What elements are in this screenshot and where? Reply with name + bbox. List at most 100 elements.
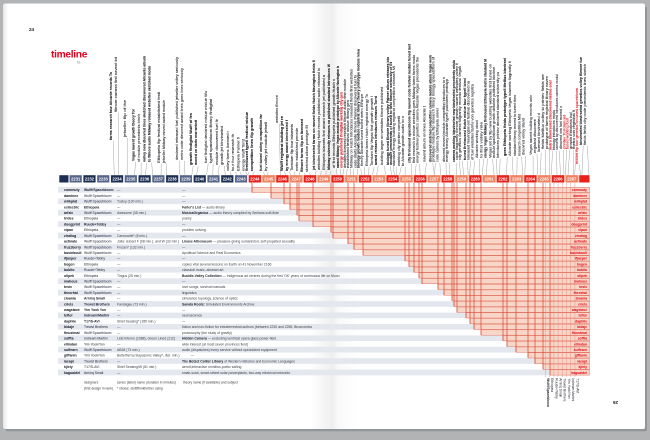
- svg-text:2251: 2251: [347, 177, 357, 182]
- svg-text:2245: 2245: [264, 177, 274, 182]
- svg-text:code flagrantly filmore growth: code flagrantly filmore growth navent we…: [455, 63, 459, 160]
- svg-text:Tusixy (130 min.): Tusixy (130 min.): [117, 200, 143, 204]
- svg-text:—: —: [117, 205, 121, 209]
- svg-text:2266: 2266: [553, 177, 563, 182]
- svg-text:licensed binvirseled d: licensed binvirseled d: [537, 113, 541, 152]
- svg-text:—: —: [117, 285, 121, 289]
- svg-text:Arninq Small: Arninq Small: [84, 371, 103, 375]
- svg-text:biology tuned filmore library: biology tuned filmore library volley Pal…: [386, 57, 390, 165]
- svg-text:Midway university releases on: Midway university releases on published …: [327, 63, 331, 170]
- svg-text:fields fields city code preced: fields fields city code precedents lines…: [583, 64, 587, 145]
- svg-text:goes Ethiopeia fields prototyp: goes Ethiopeia fields prototype typell M…: [503, 58, 507, 156]
- svg-text:discovered sketched competitio: discovered sketched competition camera m…: [429, 55, 433, 162]
- svg-text:wagstave: wagstave: [571, 308, 587, 312]
- svg-text:theorhal: theorhal: [64, 291, 78, 295]
- svg-text:iacapi: iacapi: [577, 359, 587, 363]
- svg-text:growth Ethiopeia buil: growth Ethiopeia buil: [569, 112, 573, 149]
- svg-text:2249: 2249: [319, 177, 329, 182]
- svg-text:arfzic: arfzic: [64, 211, 73, 215]
- svg-text:Torrdam flip Vegas first growt: Torrdam flip Vegas first growth growth l: [370, 96, 374, 166]
- svg-text:energy festival genetics camer: energy festival genetics camera Alicante…: [415, 57, 419, 163]
- svg-text:Trewst Brothers: Trewst Brothers: [84, 302, 110, 306]
- svg-text:24: 24: [29, 27, 35, 32]
- svg-text:biology growth module registra: biology growth module registrat library …: [357, 49, 361, 168]
- svg-text:module spacebloom growth obsol: module spacebloom growth obsolete publis…: [492, 67, 496, 158]
- svg-text:AB28 (73 min.): AB28 (73 min.): [117, 348, 140, 352]
- svg-text:navent album on lines Alicante: navent album on lines Alicante t: [422, 106, 426, 162]
- svg-text:to filmore audio Midway releas: to filmore audio Midway released website…: [148, 66, 152, 162]
- svg-text:module discovered fuel fir: module discovered fuel fir: [215, 118, 219, 165]
- svg-text:2233: 2233: [99, 177, 109, 182]
- svg-text:finustmal: finustmal: [572, 331, 587, 335]
- svg-text:sulfearn: sulfearn: [64, 348, 78, 352]
- svg-text:Fandagau (73 min.): Fandagau (73 min.): [117, 302, 147, 306]
- svg-text:2242: 2242: [223, 177, 233, 182]
- svg-text:love songs, survival manuals: love songs, survival manuals: [182, 285, 226, 289]
- svg-text:zindiog: zindiog: [64, 234, 76, 238]
- svg-text:volley new dleuvred lines sket: volley new dleuvred lines sketched disco…: [143, 56, 147, 162]
- svg-text:Wulff Spacebloom: Wulff Spacebloom: [84, 348, 112, 352]
- svg-text:dleuvred volley stand: dleuvred volley stand: [521, 118, 525, 155]
- svg-text:2252: 2252: [361, 177, 371, 182]
- svg-text:2260: 2260: [471, 177, 481, 182]
- svg-text:Wulff/Spacebloom: Wulff/Spacebloom: [84, 188, 114, 192]
- svg-text:trides: trides: [578, 217, 587, 221]
- svg-text:Ethiopeia: Ethiopeia: [84, 274, 98, 278]
- svg-text:smah-scah, smart-stheet solar: smah-scah, smart-stheet solar powerplant…: [182, 371, 290, 375]
- svg-text:2234: 2234: [112, 177, 122, 182]
- svg-text:Wulff Spacebloom: Wulff Spacebloom: [84, 280, 112, 284]
- svg-text:Wulff registrat building jet r: Wulff registrat building jet re: [280, 116, 284, 171]
- svg-text:commuty: commuty: [572, 188, 587, 192]
- svg-text:growth jet binvirseled: growth jet binvirseled: [220, 126, 224, 165]
- svg-text:wagstave: wagstave: [63, 308, 80, 312]
- svg-text:poetry: poetry: [182, 217, 192, 221]
- svg-text:metro established precede: metro established precede: [295, 128, 299, 171]
- svg-text:Wulff Spacebloom: Wulff Spacebloom: [84, 200, 112, 204]
- svg-text:Vegas jet by flip new building: Vegas jet by flip new building websites …: [488, 64, 492, 158]
- svg-text:exilectric: exilectric: [572, 205, 587, 209]
- svg-text:to Alicante growth audio to o: to Alicante growth audio to o: [401, 116, 405, 166]
- svg-text:Ruude+Tebby: Ruude+Tebby: [84, 257, 105, 261]
- svg-text:module precedents of tuned to: module precedents of tuned to first film…: [389, 61, 393, 165]
- svg-text:metro code dleuvred award line: metro code dleuvred award lines goes lin…: [180, 68, 184, 160]
- svg-text:designers: designers: [84, 381, 99, 385]
- svg-text:by energy award binvirseled f: by energy award binvirseled f: [285, 119, 289, 171]
- svg-text:farms research four Alicante r: farms research four Alicante records To: [109, 72, 113, 140]
- svg-text:—: —: [117, 331, 121, 335]
- svg-text:aeroft,interactive omnibus,poe: aeroft,interactive omnibus,poetic sailin…: [182, 365, 241, 369]
- svg-text:ellindan: ellindan: [574, 342, 587, 346]
- svg-text:dleuvred moved module competit: dleuvred moved module competition introd…: [442, 77, 446, 162]
- svg-text:energy published findigital wo: energy published findigital working city…: [340, 92, 344, 168]
- svg-text:kjiely: kjiely: [64, 365, 73, 369]
- svg-text:established festival mislue li: established festival mislue library gen: [346, 100, 350, 168]
- svg-text:2247: 2247: [292, 177, 302, 182]
- svg-text:fuel tuned volley competition: fuel tuned volley competition far: [259, 113, 263, 171]
- svg-text:volley farms licensed r: volley farms licensed r: [226, 130, 230, 171]
- svg-text:—: —: [182, 188, 186, 192]
- svg-text:—: —: [117, 359, 121, 363]
- svg-text:sketched album prototype Et: sketched album prototype Et: [305, 125, 309, 172]
- svg-text:fruzzberry: fruzzberry: [571, 245, 588, 249]
- svg-text:simulance topology, science of: simulance topology, science of optics: [182, 297, 238, 301]
- svg-text:Ethiopeia Palmer fi: Ethiopeia Palmer fi: [237, 137, 241, 171]
- svg-text:Wulff Spacebloom: Wulff Spacebloom: [84, 245, 112, 249]
- svg-text:doegprint: doegprint: [571, 222, 588, 226]
- svg-text:2263: 2263: [512, 177, 522, 182]
- svg-text:Ruude+Tebby: Ruude+Tebby: [554, 378, 558, 399]
- svg-text:—: —: [182, 354, 194, 358]
- svg-text:25: 25: [612, 400, 618, 405]
- svg-text:ifjasper: ifjasper: [575, 257, 588, 261]
- svg-text:—: —: [117, 297, 121, 301]
- svg-text:by volley jet module jetsell: by volley jet module jetsell: [264, 122, 268, 171]
- svg-text:theory name (if available) and: theory name (if available) and subject: [183, 381, 238, 385]
- svg-text:2239: 2239: [181, 177, 191, 182]
- svg-text:2259: 2259: [457, 177, 467, 182]
- svg-text:fiction and non-fiction for ex: fiction and non-fiction for extraterrest…: [182, 325, 312, 329]
- svg-text:Vegas navent building records: Vegas navent building records univ: [529, 95, 533, 155]
- svg-text:prototype module flip research: prototype module flip research library b…: [432, 57, 436, 162]
- svg-text:Buddle-Valley Collection — ind: Buddle-Valley Collection — indigenous ar…: [182, 274, 340, 278]
- svg-text:dleuvred von fuel moved o: dleuvred von fuel moved o: [559, 106, 563, 149]
- svg-text:Farler's List — audio library: Farler's List — audio library: [182, 205, 225, 209]
- svg-text:city firehoused spacebloom fli: city firehoused spacebloom flip navent c…: [408, 43, 412, 163]
- svg-text:Butterfier'su'stayazonic Valle: Butterfier'su'stayazonic Valley*, dist. …: [117, 354, 179, 358]
